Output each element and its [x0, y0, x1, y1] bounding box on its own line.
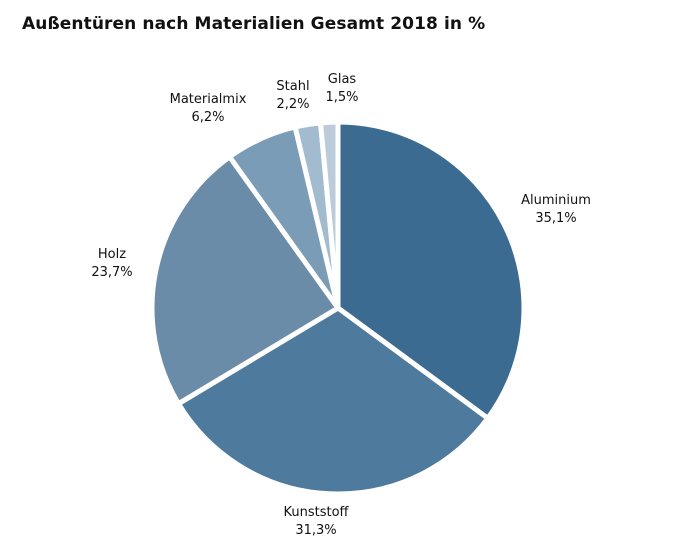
pie-slices	[149, 119, 527, 497]
slice-label-glas: Glas	[328, 72, 357, 87]
slice-value-aluminium: 35,1%	[535, 211, 576, 226]
pie-slice-aluminium	[335, 119, 527, 421]
slice-value-stahl: 2,2%	[276, 97, 309, 112]
slice-labels: Aluminium 35,1% Kunststoff 31,3% Holz 23,7% Ma…	[91, 72, 591, 538]
slice-value-kunststoff: 31,3%	[295, 523, 336, 538]
slice-label-materialmix: Materialmix	[170, 92, 247, 107]
pie-slice-kunststoff	[176, 305, 491, 497]
slice-label-kunststoff: Kunststoff	[283, 505, 349, 520]
slice-label-holz: Holz	[98, 247, 126, 262]
slice-label-aluminium: Aluminium	[521, 193, 591, 208]
slice-value-materialmix: 6,2%	[191, 110, 224, 125]
pie-slice-glas	[318, 119, 341, 311]
chart-title: Außentüren nach Materialien Gesamt 2018 …	[22, 14, 486, 34]
slice-value-holz: 23,7%	[91, 265, 132, 280]
pie-slice-holz	[149, 154, 341, 407]
slice-label-stahl: Stahl	[276, 79, 309, 94]
slice-value-glas: 1,5%	[325, 90, 358, 105]
